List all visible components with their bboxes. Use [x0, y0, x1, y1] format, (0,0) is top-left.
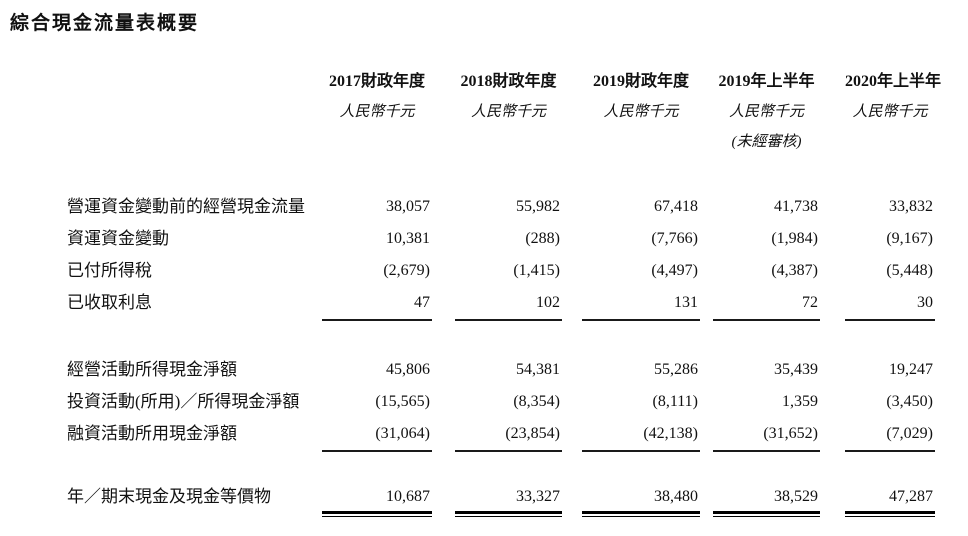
- cell-value: 10,381: [386, 230, 430, 247]
- table-row: 已付所得稅 (2,679) (1,415) (4,497) (4,387) (5…: [67, 255, 935, 287]
- cell-value: 102: [455, 287, 562, 321]
- row-label: 營運資金變動前的經營現金流量: [67, 197, 305, 216]
- cell-value: (1,415): [513, 262, 560, 279]
- cell-value: (1,984): [771, 230, 818, 247]
- table-row: 營運資金變動前的經營現金流量 38,057 55,982 67,418 41,7…: [67, 191, 935, 223]
- unit-label: 人民幣千元: [852, 104, 928, 120]
- unit-label: 人民幣千元: [470, 104, 546, 120]
- table-row: 資運資金變動 10,381 (288) (7,766) (1,984) (9,1…: [67, 223, 935, 255]
- row-label: 年／期末現金及現金等價物: [67, 487, 271, 506]
- cell-value: (31,064): [322, 418, 432, 452]
- row-label: 經營活動所得現金淨額: [67, 360, 237, 379]
- table-header-years: 2017財政年度 2018財政年度 2019財政年度 2019年上半年 2020…: [67, 71, 942, 93]
- table-section-total: 年／期末現金及現金等價物 10,687 33,327 38,480 38,529…: [67, 481, 935, 517]
- column-header: 2020年上半年: [845, 73, 942, 90]
- row-label: 已付所得稅: [67, 261, 152, 280]
- column-header: 2017財政年度: [328, 73, 425, 90]
- cell-value: 38,480: [582, 481, 700, 517]
- table-header-units: 人民幣千元 人民幣千元 人民幣千元 人民幣千元 人民幣千元: [67, 101, 935, 123]
- unaudited-note: (未經審核): [731, 134, 802, 150]
- cell-value: (31,652): [713, 418, 820, 452]
- cell-value: (2,679): [383, 262, 430, 279]
- column-header: 2019財政年度: [592, 73, 689, 90]
- unit-label: 人民幣千元: [728, 104, 804, 120]
- cell-value: (5,448): [886, 262, 933, 279]
- cell-value: 19,247: [889, 361, 933, 378]
- table-row: 年／期末現金及現金等價物 10,687 33,327 38,480 38,529…: [67, 481, 935, 517]
- row-label: 資運資金變動: [67, 229, 169, 248]
- cell-value: 47: [322, 287, 432, 321]
- cell-value: (9,167): [886, 230, 933, 247]
- cell-value: (8,354): [513, 393, 560, 410]
- table-row: 投資活動(所用)／所得現金淨額 (15,565) (8,354) (8,111)…: [67, 386, 935, 418]
- cell-value: 30: [845, 287, 935, 321]
- column-header: 2018財政年度: [460, 73, 557, 90]
- cell-value: 47,287: [845, 481, 935, 517]
- cell-value: 10,687: [322, 481, 432, 517]
- table-section-working-capital: 營運資金變動前的經營現金流量 38,057 55,982 67,418 41,7…: [67, 191, 935, 321]
- unit-label: 人民幣千元: [339, 104, 415, 120]
- table-header-note: (未經審核): [67, 131, 935, 153]
- cell-value: (8,111): [652, 393, 698, 410]
- cell-value: 33,327: [455, 481, 562, 517]
- cell-value: (3,450): [886, 393, 933, 410]
- row-label: 已收取利息: [67, 293, 152, 312]
- cell-value: 33,832: [889, 198, 933, 215]
- cell-value: 45,806: [386, 361, 430, 378]
- cell-value: (7,029): [845, 418, 935, 452]
- row-label: 融資活動所用現金淨額: [67, 424, 237, 443]
- column-header: 2019年上半年: [718, 73, 815, 90]
- table-row: 經營活動所得現金淨額 45,806 54,381 55,286 35,439 1…: [67, 354, 935, 386]
- cell-value: 38,057: [386, 198, 430, 215]
- cell-value: 38,529: [713, 481, 820, 517]
- cell-value: (15,565): [375, 393, 430, 410]
- cell-value: 72: [713, 287, 820, 321]
- cell-value: 67,418: [654, 198, 698, 215]
- unit-label: 人民幣千元: [603, 104, 679, 120]
- cell-value: 54,381: [516, 361, 560, 378]
- cell-value: (288): [525, 230, 560, 247]
- page-title: 綜合現金流量表概要: [10, 13, 200, 34]
- cell-value: 55,982: [516, 198, 560, 215]
- cell-value: (7,766): [651, 230, 698, 247]
- table-section-activities: 經營活動所得現金淨額 45,806 54,381 55,286 35,439 1…: [67, 354, 935, 452]
- cell-value: (4,387): [771, 262, 818, 279]
- cell-value: 55,286: [654, 361, 698, 378]
- cell-value: 1,359: [782, 393, 818, 410]
- table-row: 已收取利息 47 102 131 72 30: [67, 287, 935, 321]
- cell-value: 41,738: [774, 198, 818, 215]
- cell-value: 35,439: [774, 361, 818, 378]
- row-label: 投資活動(所用)／所得現金淨額: [67, 392, 300, 411]
- cell-value: (23,854): [455, 418, 562, 452]
- table-row: 融資活動所用現金淨額 (31,064) (23,854) (42,138) (3…: [67, 418, 935, 452]
- cell-value: 131: [582, 287, 700, 321]
- cell-value: (4,497): [651, 262, 698, 279]
- cell-value: (42,138): [582, 418, 700, 452]
